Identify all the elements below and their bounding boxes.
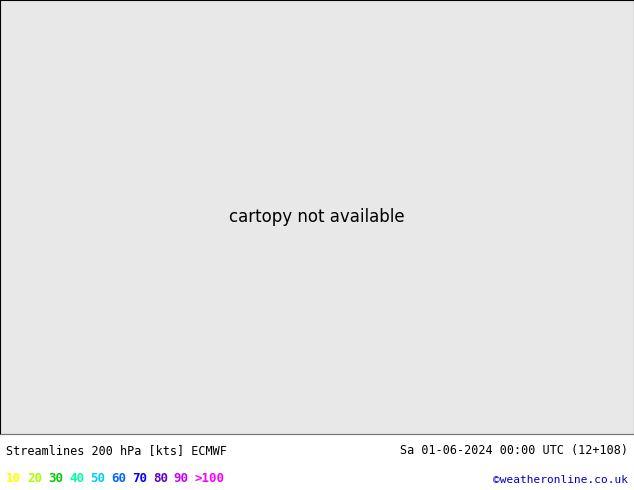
Text: Streamlines 200 hPa [kts] ECMWF: Streamlines 200 hPa [kts] ECMWF <box>6 444 227 457</box>
Text: 60: 60 <box>111 472 126 486</box>
Text: Sa 01-06-2024 00:00 UTC (12+108): Sa 01-06-2024 00:00 UTC (12+108) <box>399 444 628 457</box>
Text: >100: >100 <box>195 472 224 486</box>
Text: ©weatheronline.co.uk: ©weatheronline.co.uk <box>493 475 628 486</box>
Text: 20: 20 <box>27 472 42 486</box>
Text: cartopy not available: cartopy not available <box>229 208 405 226</box>
Text: 80: 80 <box>153 472 168 486</box>
Text: 40: 40 <box>69 472 84 486</box>
Text: 90: 90 <box>174 472 189 486</box>
Text: 50: 50 <box>90 472 105 486</box>
Text: 70: 70 <box>132 472 147 486</box>
Text: 10: 10 <box>6 472 22 486</box>
Text: 30: 30 <box>48 472 63 486</box>
